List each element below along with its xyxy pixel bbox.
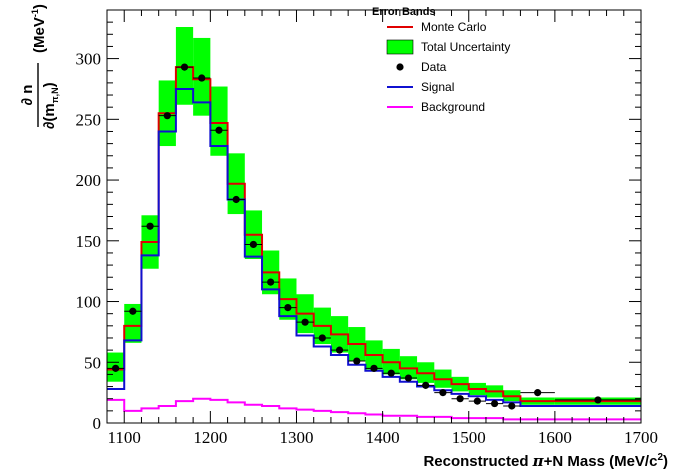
data-point xyxy=(232,195,240,204)
y-tick-label: 250 xyxy=(76,110,102,129)
x-tick-label: 1600 xyxy=(538,428,572,447)
y-tick-label: 0 xyxy=(93,414,102,433)
x-tick-label: 1100 xyxy=(108,428,141,447)
legend-swatch-data xyxy=(396,63,404,71)
y-axis-title-unit-main: (MeV xyxy=(31,17,48,53)
data-point xyxy=(353,357,361,365)
data-point xyxy=(198,74,206,82)
legend-label: Signal xyxy=(421,80,454,94)
x-tick-label: 1700 xyxy=(624,428,658,447)
data-point xyxy=(404,374,413,382)
y-axis-title-denominator: ∂(mπ,N) xyxy=(41,82,60,129)
data-point xyxy=(473,397,481,405)
data-point xyxy=(146,222,154,230)
data-point xyxy=(267,278,275,286)
y-axis-title-denominator-close: ) xyxy=(41,82,58,87)
data-point xyxy=(249,240,258,249)
data-point xyxy=(129,307,137,315)
x-axis-title-part-1: Reconstructed xyxy=(423,453,532,470)
x-tick-label: 1200 xyxy=(193,428,227,447)
x-tick-label: 1400 xyxy=(366,428,400,447)
y-tick-label: 50 xyxy=(84,353,101,372)
y-axis-title: ∂ n ∂(mπ,N) (MeV-1) xyxy=(19,4,60,129)
legend-label: Background xyxy=(421,100,485,114)
legend-title: Error Bands xyxy=(372,6,436,18)
legend-label: Total Uncertainty xyxy=(421,40,510,54)
x-tick-label: 1300 xyxy=(279,428,313,447)
y-tick-label: 150 xyxy=(76,232,102,251)
data-point xyxy=(370,364,378,372)
data-point xyxy=(387,369,395,377)
x-tick-label: 1500 xyxy=(452,428,486,447)
y-axis-title-denominator-sub: π,N xyxy=(50,87,60,103)
data-point xyxy=(490,399,499,408)
data-point xyxy=(422,381,430,389)
legend-label: Data xyxy=(421,60,447,74)
plot-area xyxy=(107,27,641,421)
y-tick-label: 300 xyxy=(76,50,102,69)
y-tick-label: 100 xyxy=(76,293,102,312)
data-point xyxy=(215,126,223,134)
data-point xyxy=(335,346,344,354)
data-point xyxy=(318,334,326,342)
data-point xyxy=(456,395,464,403)
data-point xyxy=(594,396,602,404)
data-point xyxy=(439,389,447,397)
data-point xyxy=(534,389,542,397)
uncertainty-band-bin xyxy=(124,303,142,343)
y-axis-title-denominator-main: ∂(m xyxy=(41,103,58,129)
axes: 1100 1200 1300 1400 1500 1600 1700 0 50 100 150 200… xyxy=(76,9,658,447)
y-axis-title-unit-exp: -1 xyxy=(30,9,40,17)
x-axis-title-part-2: π xyxy=(532,452,545,470)
y-axis-title-unit: (MeV-1) xyxy=(30,4,48,53)
x-axis-title-part-3: +N Mass (MeV/c xyxy=(544,453,658,470)
data-point xyxy=(163,112,171,120)
y-tick-label: 200 xyxy=(76,171,102,190)
x-axis-title-part-5: ) xyxy=(663,453,668,470)
y-axis-title-numerator: ∂ n xyxy=(19,85,36,106)
x-axis-title: Reconstructed π+N Mass (MeV/c2) xyxy=(423,452,668,470)
x-axis-title-superscript: 2 xyxy=(657,452,663,463)
data-point xyxy=(112,364,120,372)
data-point xyxy=(301,318,309,326)
data-point xyxy=(180,63,189,71)
data-point xyxy=(284,304,292,312)
legend-swatch-uncertainty xyxy=(386,39,414,55)
legend: Error Bands Monte Carlo Total Uncertainty D… xyxy=(372,6,510,114)
uncertainty-band-bin xyxy=(210,86,228,156)
signal-line xyxy=(107,87,641,407)
legend-label: Monte Carlo xyxy=(421,20,487,34)
y-axis-title-unit-close: ) xyxy=(31,4,48,9)
data-point xyxy=(508,402,516,410)
